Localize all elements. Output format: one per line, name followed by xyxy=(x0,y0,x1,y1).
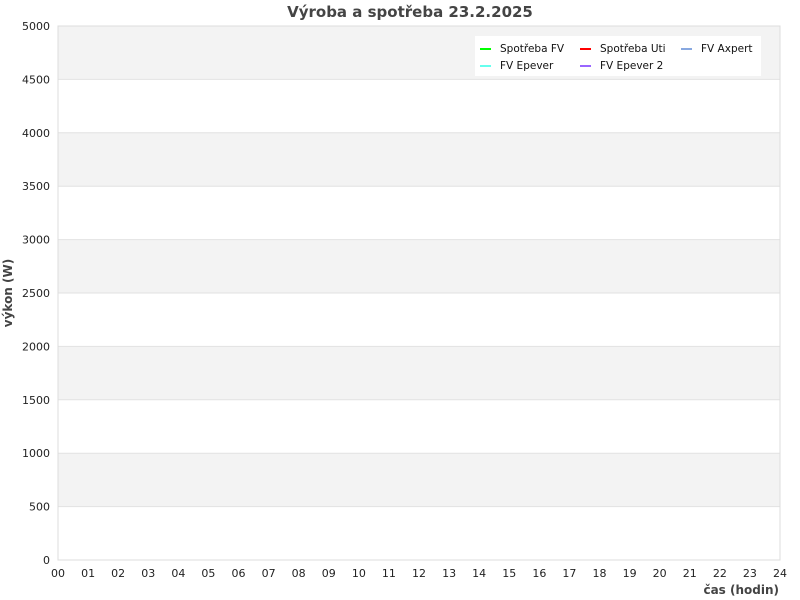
plot-band xyxy=(58,346,780,400)
x-tick-label: 19 xyxy=(623,567,637,580)
x-tick-label: 11 xyxy=(382,567,396,580)
legend-label: FV Epever xyxy=(500,60,554,72)
plot-band xyxy=(58,293,780,347)
y-tick-label: 0 xyxy=(43,554,50,567)
x-tick-label: 15 xyxy=(502,567,516,580)
x-tick-label: 03 xyxy=(141,567,155,580)
x-tick-label: 07 xyxy=(262,567,276,580)
plot-band xyxy=(58,186,780,240)
x-tick-label: 04 xyxy=(171,567,185,580)
x-tick-label: 24 xyxy=(773,567,787,580)
x-tick-label: 22 xyxy=(713,567,727,580)
x-tick-label: 08 xyxy=(292,567,306,580)
legend-label: Spotřeba Uti xyxy=(600,43,666,55)
x-tick-label: 18 xyxy=(593,567,607,580)
x-tick-label: 00 xyxy=(51,567,65,580)
y-tick-label: 3500 xyxy=(22,180,50,193)
y-axis-label: výkon (W) xyxy=(1,259,15,327)
x-axis-ticks: 00 01 02 03 04 05 06 07 08 09 10 11 12 13 14 15 16 17 18 19… xyxy=(51,567,787,580)
x-tick-label: 05 xyxy=(201,567,215,580)
x-tick-label: 01 xyxy=(81,567,95,580)
x-tick-label: 02 xyxy=(111,567,125,580)
legend-label: FV Axpert xyxy=(701,43,753,55)
chart-title: Výroba a spotřeba 23.2.2025 xyxy=(287,3,533,21)
x-tick-label: 10 xyxy=(352,567,366,580)
legend-label: Spotřeba FV xyxy=(500,43,565,55)
plot-band xyxy=(58,399,780,454)
y-tick-label: 2000 xyxy=(22,340,50,353)
plot-band xyxy=(58,506,780,560)
y-axis-ticks: 0 500 1000 1500 2000 2500 3000 3500 4000 4500 5000 xyxy=(22,20,50,567)
x-tick-label: 21 xyxy=(683,567,697,580)
plot-band xyxy=(58,239,780,293)
x-tick-label: 12 xyxy=(412,567,426,580)
x-tick-label: 17 xyxy=(562,567,576,580)
y-tick-label: 500 xyxy=(29,501,50,514)
plot-band xyxy=(58,132,780,187)
x-tick-label: 20 xyxy=(653,567,667,580)
x-tick-label: 23 xyxy=(743,567,757,580)
y-tick-label: 4500 xyxy=(22,73,50,86)
legend: Spotřeba FV Spotřeba Uti FV Axpert FV Epeve… xyxy=(475,36,761,76)
y-tick-label: 2500 xyxy=(22,287,50,300)
y-tick-label: 5000 xyxy=(22,20,50,33)
plot-band xyxy=(58,79,780,133)
legend-box xyxy=(475,36,761,76)
plot-band xyxy=(58,453,780,507)
x-tick-label: 16 xyxy=(532,567,546,580)
x-axis-label: čas (hodin) xyxy=(703,583,779,597)
x-tick-label: 06 xyxy=(232,567,246,580)
y-tick-label: 1500 xyxy=(22,394,50,407)
y-tick-label: 3000 xyxy=(22,234,50,247)
legend-label: FV Epever 2 xyxy=(600,60,663,72)
plot-bands xyxy=(58,26,780,560)
x-tick-label: 09 xyxy=(322,567,336,580)
x-tick-label: 13 xyxy=(442,567,456,580)
y-tick-label: 4000 xyxy=(22,127,50,140)
y-tick-label: 1000 xyxy=(22,447,50,460)
x-tick-label: 14 xyxy=(472,567,486,580)
plot-border xyxy=(57,25,781,561)
